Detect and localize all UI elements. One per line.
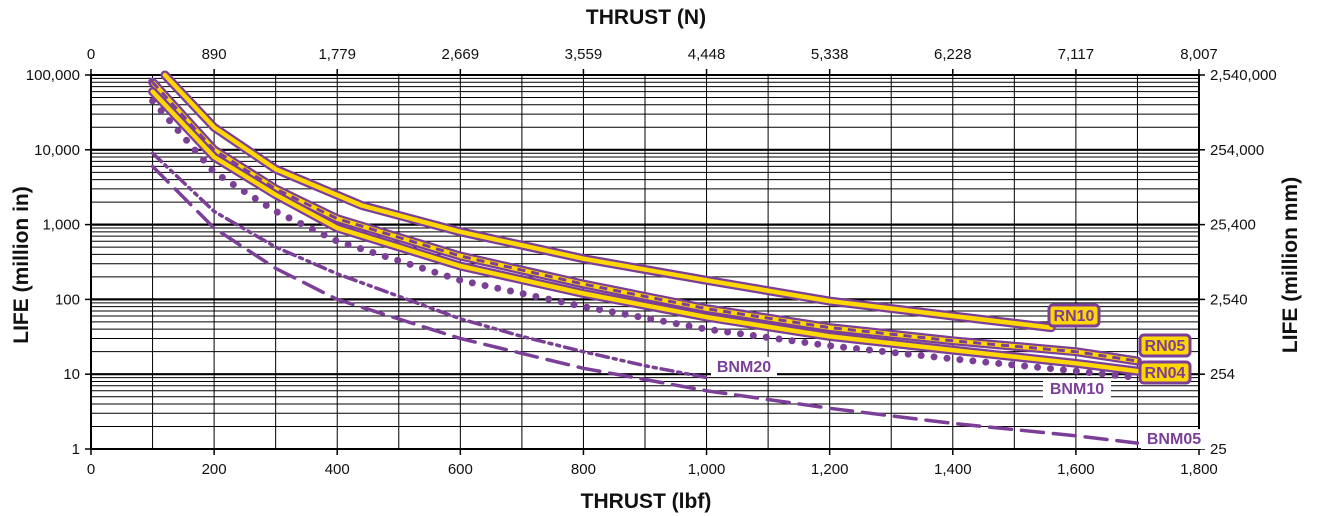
x2-tick-label: 8,007 bbox=[1180, 46, 1218, 63]
y-axis-title: LIFE (million in) bbox=[10, 186, 33, 343]
x-tick-label: 1,800 bbox=[1180, 461, 1218, 478]
y2-tick-label: 2,540 bbox=[1210, 291, 1248, 308]
series-label-bnm10-bg bbox=[1043, 379, 1111, 399]
x-tick-label: 400 bbox=[325, 461, 350, 478]
x2-tick-label: 7,117 bbox=[1058, 46, 1094, 63]
y-tick-label: 100 bbox=[55, 291, 80, 308]
series-label-rn10-box bbox=[1047, 303, 1101, 328]
x-tick-label: 0 bbox=[87, 461, 95, 478]
x-axis-title: THRUST (lbf) bbox=[581, 490, 712, 513]
series-label-bnm05-bg bbox=[1141, 429, 1207, 449]
x-tick-label: 1,000 bbox=[688, 461, 726, 478]
y2-tick-label: 254,000 bbox=[1210, 142, 1264, 159]
x2-tick-label: 5,338 bbox=[811, 46, 849, 63]
x-tick-label: 600 bbox=[448, 461, 473, 478]
x2-tick-label: 6,228 bbox=[934, 46, 972, 63]
series-rn10-line bbox=[162, 72, 1054, 330]
x2-tick-label: 2,669 bbox=[442, 46, 480, 63]
x2-tick-label: 890 bbox=[202, 46, 227, 63]
series-bnm20-line bbox=[150, 151, 709, 380]
y2-axis-title: LIFE (million mm) bbox=[1279, 177, 1302, 353]
x2-tick-label: 3,559 bbox=[565, 46, 603, 63]
series-label-rn05: RN05 bbox=[1145, 338, 1186, 355]
series-bnm10-line bbox=[149, 97, 1141, 382]
tick-labels: 0 0 200 890 400 1,779 600 2,669 800 3,559 1,000 4,4… bbox=[26, 46, 1277, 478]
x-tick-label: 800 bbox=[571, 461, 596, 478]
x-tick-label: 1,200 bbox=[811, 461, 849, 478]
y2-tick-label: 254 bbox=[1210, 366, 1235, 383]
x-tick-label: 200 bbox=[202, 461, 227, 478]
series-bnm05-line bbox=[150, 164, 1140, 445]
x2-tick-label: 0 bbox=[87, 46, 95, 63]
series-label-rn04: RN04 bbox=[1145, 365, 1186, 382]
series-labels: RN10 RN05 RN04 BNM10 BNM20 BNM05 bbox=[711, 303, 1207, 449]
series-label-rn04-box bbox=[1138, 360, 1192, 385]
x2-axis-title: THRUST (N) bbox=[586, 6, 706, 29]
series-rn04-line bbox=[150, 89, 1140, 374]
series-label-rn05-box bbox=[1138, 333, 1192, 358]
series-label-bnm10: BNM10 bbox=[1050, 381, 1104, 398]
series-label-rn10: RN10 bbox=[1054, 308, 1095, 325]
series-label-bnm20-bg bbox=[711, 357, 777, 377]
series-rn05-line bbox=[151, 81, 1138, 363]
series-label-bnm05: BNM05 bbox=[1147, 431, 1201, 448]
x2-tick-label: 4,448 bbox=[688, 46, 726, 63]
series-lines bbox=[148, 70, 1142, 445]
y-tick-label: 100,000 bbox=[26, 67, 80, 84]
grid bbox=[91, 75, 1199, 449]
y-tick-label: 1 bbox=[72, 441, 80, 458]
y2-tick-label: 25 bbox=[1210, 441, 1227, 458]
x2-tick-label: 1,779 bbox=[318, 46, 356, 63]
series-label-bnm20: BNM20 bbox=[717, 359, 771, 376]
plot-frame bbox=[90, 74, 1200, 450]
y-tick-label: 10 bbox=[63, 366, 80, 383]
y-tick-label: 10,000 bbox=[34, 142, 80, 159]
x-tick-label: 1,600 bbox=[1057, 461, 1095, 478]
y2-tick-label: 2,540,000 bbox=[1210, 67, 1277, 84]
y2-tick-label: 25,400 bbox=[1210, 217, 1256, 234]
y-tick-label: 1,000 bbox=[42, 217, 80, 234]
x-tick-label: 1,400 bbox=[934, 461, 972, 478]
